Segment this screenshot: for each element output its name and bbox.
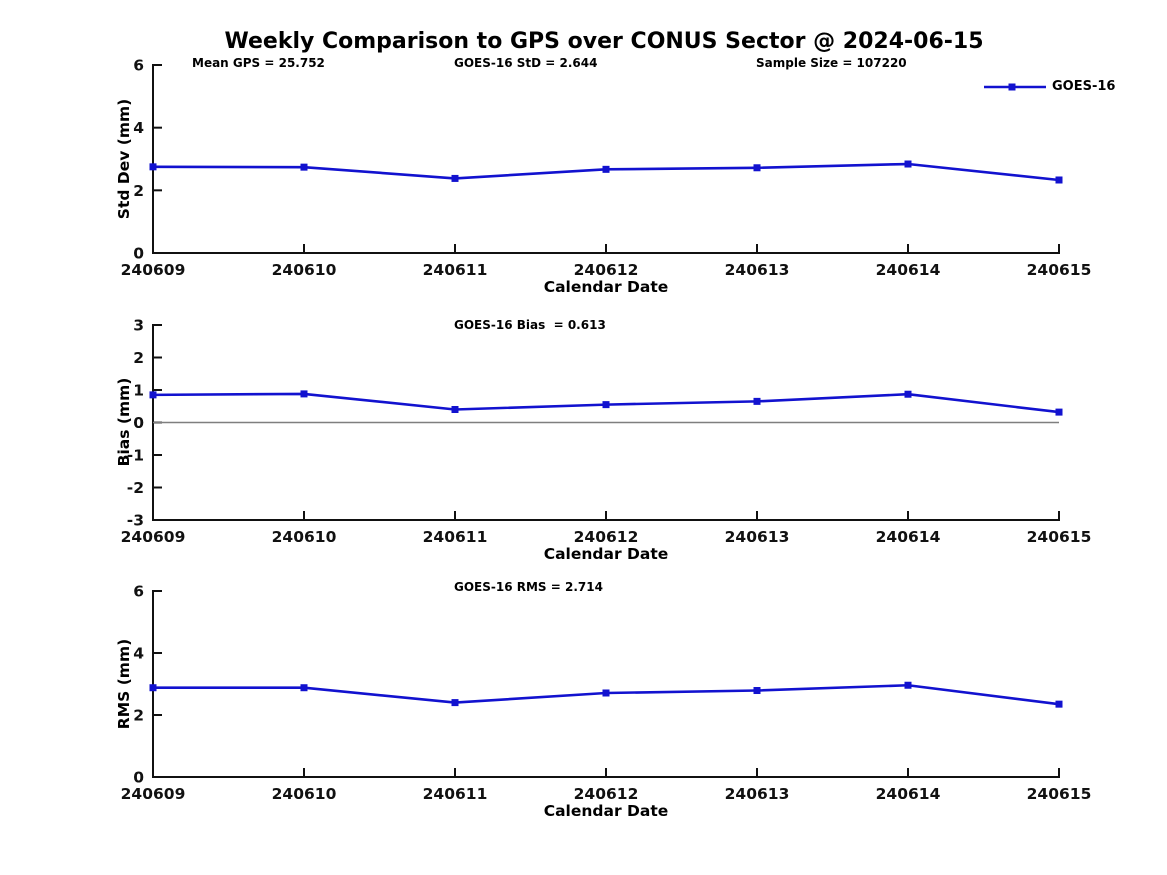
x-tick-label: 240613 bbox=[725, 528, 790, 546]
data-point-marker bbox=[149, 684, 157, 692]
data-point-marker bbox=[149, 391, 157, 399]
data-point-marker bbox=[300, 684, 308, 692]
data-point-marker bbox=[904, 681, 912, 689]
y-tick-label: 0 bbox=[133, 245, 144, 263]
data-point-marker bbox=[904, 160, 912, 168]
data-point-marker bbox=[1055, 700, 1063, 708]
data-point-marker bbox=[300, 390, 308, 398]
data-point-marker bbox=[1055, 408, 1063, 416]
data-point-marker bbox=[753, 397, 761, 405]
x-tick-label: 240611 bbox=[423, 785, 488, 803]
x-tick-label: 240612 bbox=[574, 528, 639, 546]
data-point-marker bbox=[904, 390, 912, 398]
annotation-sample-size: Sample Size = 107220 bbox=[756, 56, 907, 70]
x-tick-label: 240615 bbox=[1027, 261, 1092, 279]
annotation-mean-gps: Mean GPS = 25.752 bbox=[192, 56, 325, 70]
y-tick-label: 4 bbox=[133, 645, 144, 663]
y-tick-label: 1 bbox=[133, 382, 144, 400]
y-tick-label: -1 bbox=[127, 447, 144, 465]
x-axis-label-rms: Calendar Date bbox=[543, 802, 669, 820]
y-tick-label: 6 bbox=[133, 583, 144, 601]
x-tick-label: 240609 bbox=[121, 785, 186, 803]
y-tick-label: 4 bbox=[133, 119, 144, 137]
y-tick-label: -2 bbox=[127, 479, 144, 497]
x-tick-label: 240610 bbox=[272, 785, 337, 803]
x-tick-label: 240609 bbox=[121, 528, 186, 546]
x-tick-label: 240612 bbox=[574, 785, 639, 803]
x-tick-label: 240613 bbox=[725, 785, 790, 803]
legend-marker bbox=[1008, 83, 1016, 90]
x-tick-label: 240615 bbox=[1027, 528, 1092, 546]
legend-line-marker-icon bbox=[984, 83, 1046, 90]
x-tick-label: 240614 bbox=[876, 261, 941, 279]
x-tick-label: 240612 bbox=[574, 261, 639, 279]
x-tick-label: 240614 bbox=[876, 528, 941, 546]
annotation-goes16-rms: GOES-16 RMS = 2.714 bbox=[454, 580, 603, 594]
y-tick-label: 6 bbox=[133, 57, 144, 75]
legend: GOES-16 bbox=[984, 79, 1115, 94]
data-point-marker bbox=[753, 164, 761, 172]
data-point-marker bbox=[451, 406, 459, 413]
data-point-marker bbox=[753, 687, 761, 695]
x-tick-label: 240615 bbox=[1027, 785, 1092, 803]
annotation-goes16-bias: GOES-16 Bias = 0.613 bbox=[454, 318, 606, 332]
annotation-goes16-std: GOES-16 StD = 2.644 bbox=[454, 56, 598, 70]
legend-label: GOES-16 bbox=[1052, 79, 1116, 94]
y-tick-label: 2 bbox=[133, 349, 144, 367]
y-tick-label: 0 bbox=[133, 769, 144, 787]
y-tick-label: -3 bbox=[127, 512, 144, 530]
x-tick-label: 240610 bbox=[272, 528, 337, 546]
chart-title: Weekly Comparison to GPS over CONUS Sect… bbox=[224, 29, 984, 54]
x-tick-label: 240614 bbox=[876, 785, 941, 803]
data-point-marker bbox=[300, 163, 308, 171]
x-tick-label: 240613 bbox=[725, 261, 790, 279]
x-tick-label: 240610 bbox=[272, 261, 337, 279]
data-point-marker bbox=[602, 401, 610, 409]
x-tick-label: 240611 bbox=[423, 261, 488, 279]
y-tick-label: 3 bbox=[133, 317, 144, 335]
data-point-marker bbox=[602, 165, 610, 173]
data-point-marker bbox=[602, 689, 610, 697]
x-axis-label-bias: Calendar Date bbox=[543, 545, 669, 563]
x-tick-label: 240611 bbox=[423, 528, 488, 546]
y-tick-label: 2 bbox=[133, 182, 144, 200]
y-tick-label: 2 bbox=[133, 707, 144, 725]
data-point-marker bbox=[451, 699, 459, 707]
data-point-marker bbox=[451, 174, 459, 182]
data-point-marker bbox=[149, 163, 157, 171]
x-tick-label: 240609 bbox=[121, 261, 186, 279]
data-point-marker bbox=[1055, 176, 1063, 184]
y-tick-label: 0 bbox=[133, 414, 144, 432]
x-axis-label-std-dev: Calendar Date bbox=[543, 278, 669, 296]
